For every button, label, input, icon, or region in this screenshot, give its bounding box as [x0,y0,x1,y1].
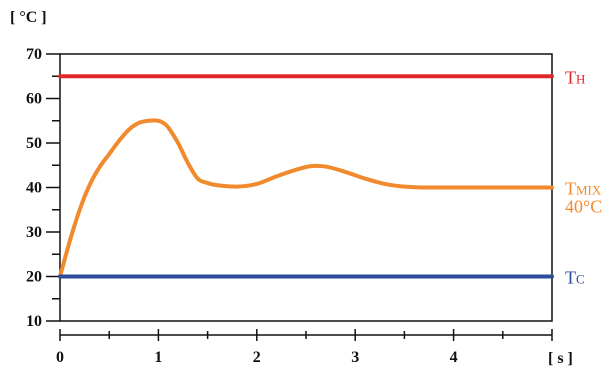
series-label-sub: MIX [576,183,602,198]
x-tick-label: 3 [351,349,359,366]
series-label-main: T [565,179,576,199]
x-tick-label: 0 [56,349,64,366]
y-tick-label: 30 [26,224,42,241]
ticks: 10 20 30 40 50 60 70 0 1 2 3 4 [26,46,553,366]
series-label-sub: C [576,272,585,287]
x-tick-label: 4 [450,349,458,366]
y-tick-label: 10 [26,313,42,330]
x-axis-label: [ s ] [548,350,573,367]
y-tick-label: 40 [26,180,42,197]
series-label-th: TH [565,67,585,87]
series-line-tmix [58,118,554,279]
series-group [58,74,554,279]
y-axis-label: [ °C ] [10,9,47,26]
series-label-sub: H [576,71,585,86]
series-label-tmix: TMIX [565,179,602,199]
series-label-main: T [565,67,576,87]
series-label-tc: TC [565,268,585,288]
series-label-value: 40°C [565,197,602,217]
y-tick-label: 50 [26,135,42,152]
y-tick-label: 20 [26,269,42,286]
x-tick-label: 1 [154,349,162,366]
x-tick-label: 2 [253,349,261,366]
series-label-main: T [565,268,576,288]
y-tick-label: 70 [26,46,42,63]
y-tick-label: 60 [26,91,42,108]
